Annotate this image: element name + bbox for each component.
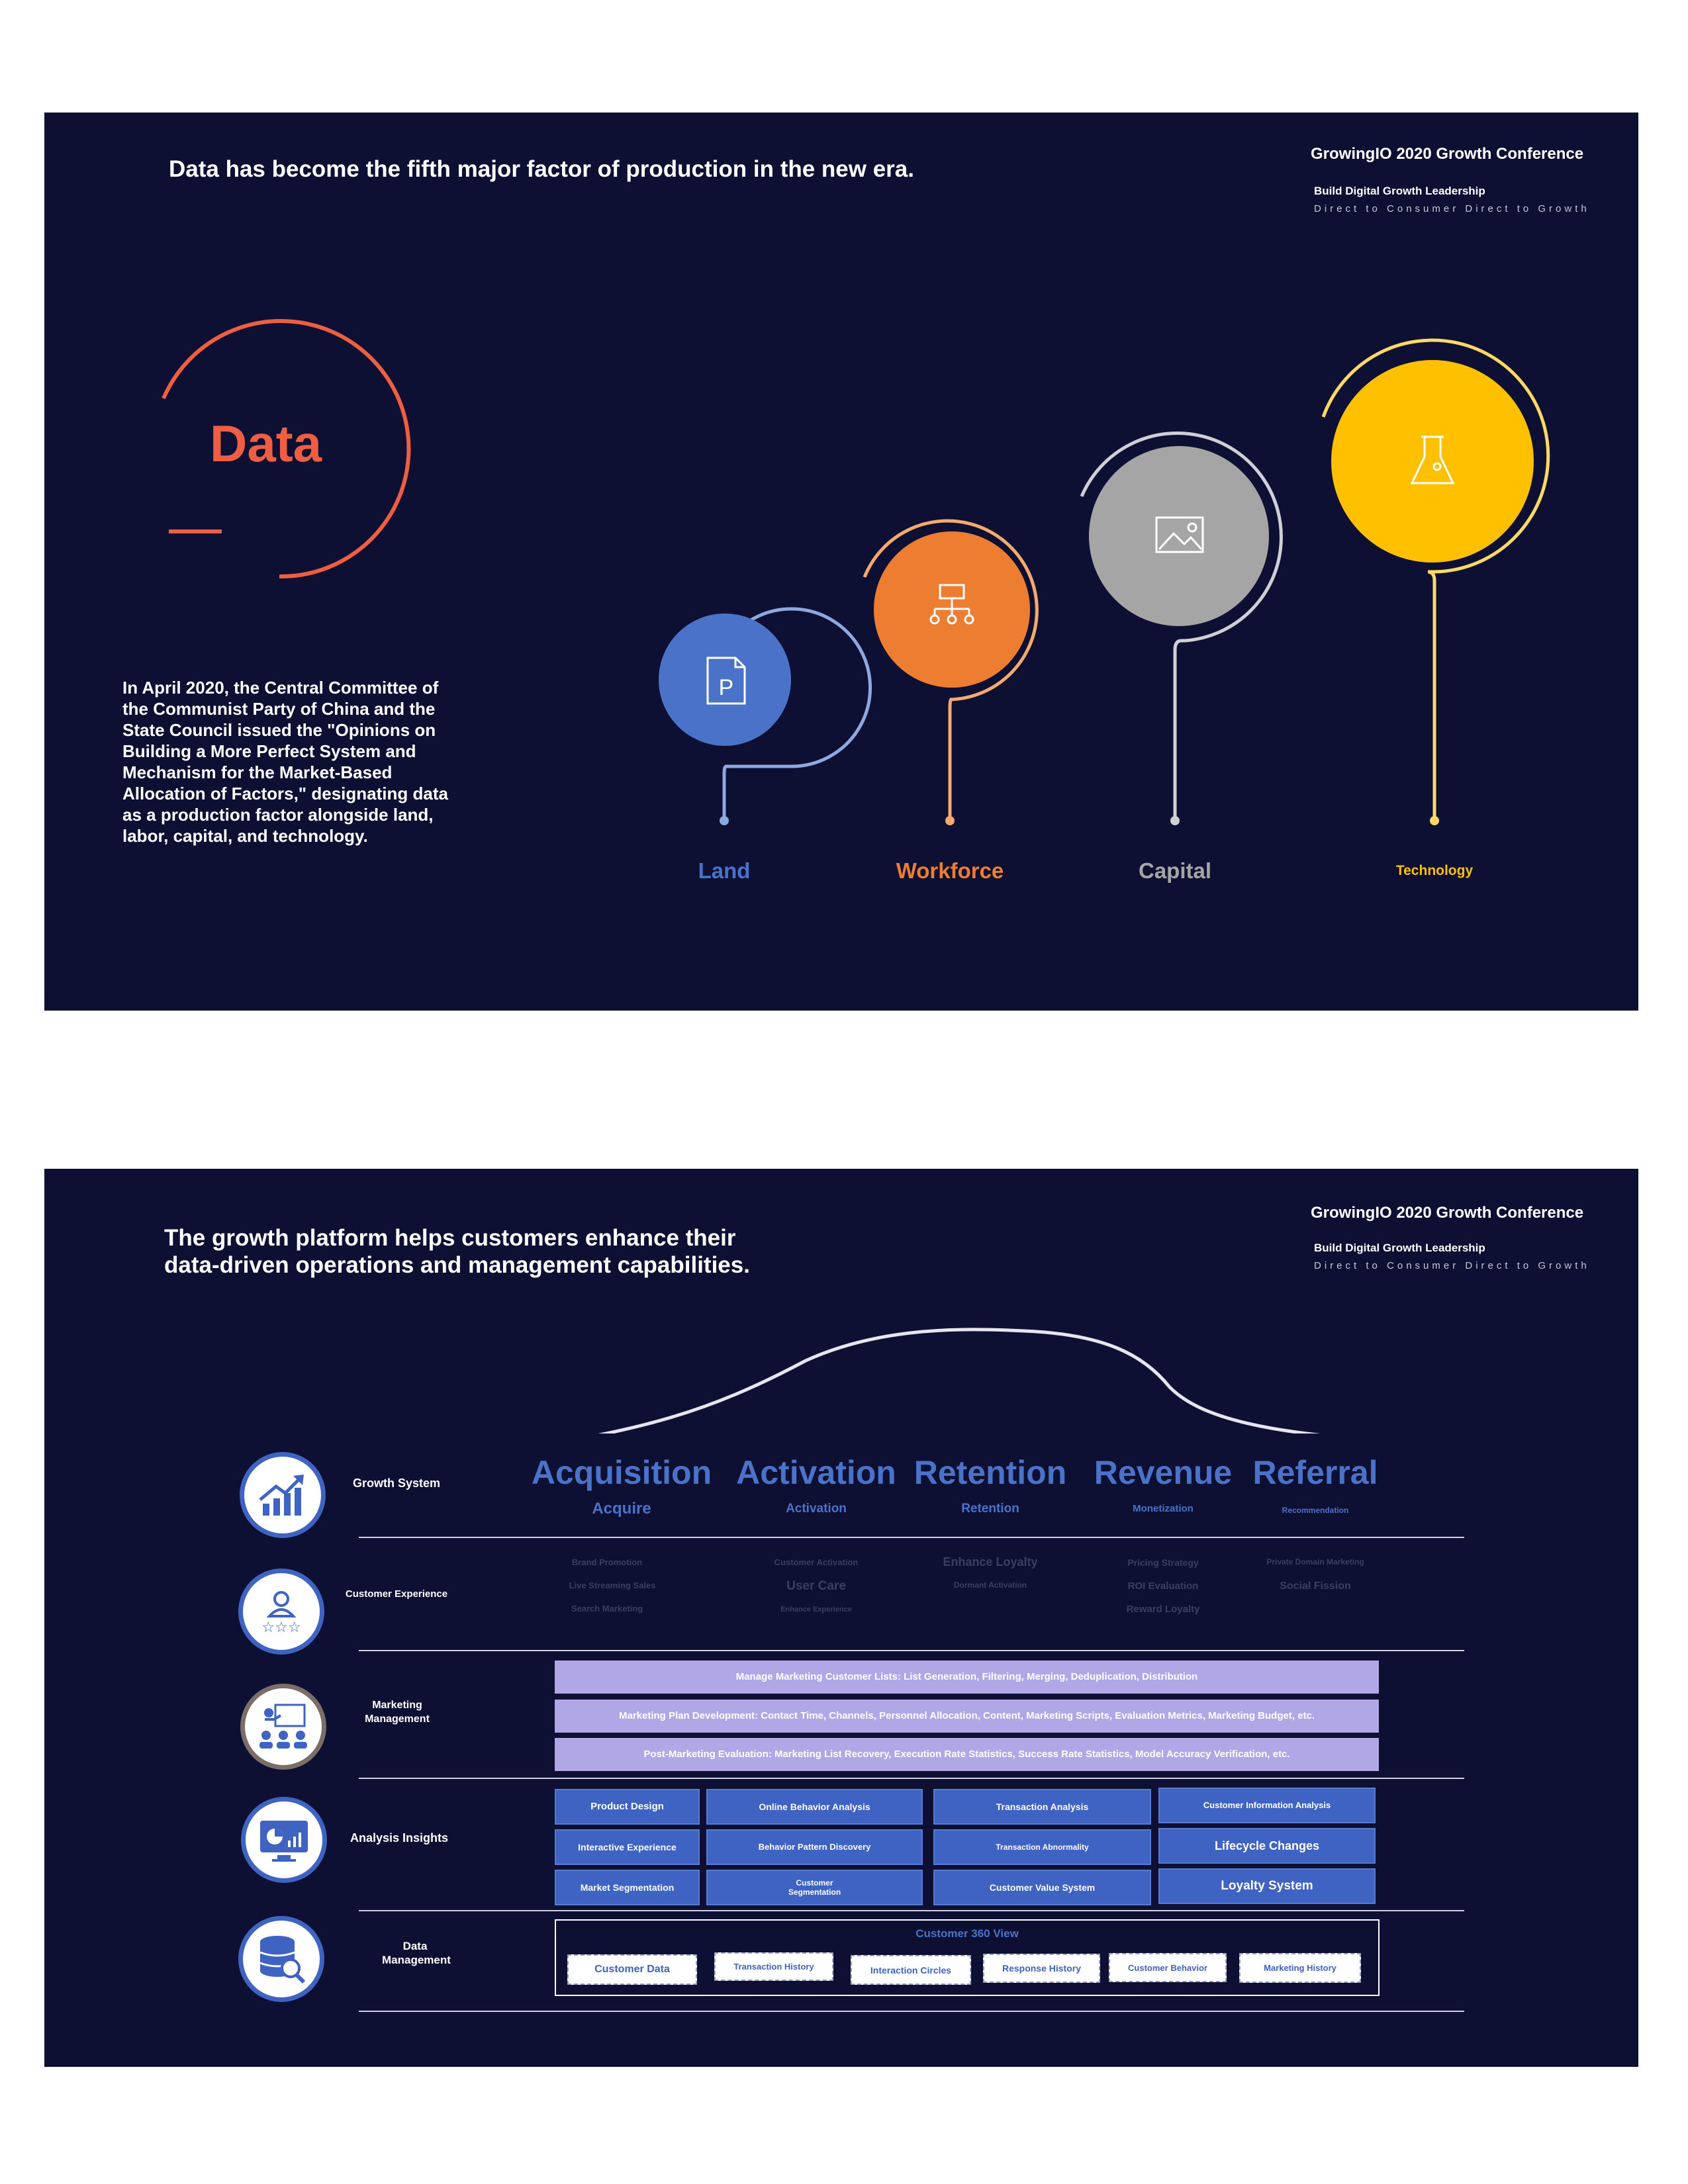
capital-circle <box>1089 446 1269 626</box>
experience-item: User Care <box>786 1579 846 1593</box>
presentation-icon <box>240 1684 326 1770</box>
experience-item: Pricing Strategy <box>1127 1557 1199 1568</box>
analysis-box: Transaction Analysis <box>933 1789 1151 1825</box>
slide-title-line1: The growth platform helps customers enha… <box>164 1225 736 1251</box>
data-arc <box>162 319 411 579</box>
svg-text:P: P <box>719 675 734 700</box>
analysis-box: Customer Segmentation <box>706 1870 923 1905</box>
stage-activation: Activation <box>736 1454 896 1491</box>
row-divider <box>359 1650 1464 1651</box>
data-item: Customer Behavior <box>1109 1953 1227 1982</box>
stage-activation-sub: Activation <box>786 1502 847 1516</box>
marketing-bar-evaluation: Post-Marketing Evaluation: Marketing Lis… <box>555 1738 1379 1771</box>
experience-item: ROI Evaluation <box>1127 1580 1199 1592</box>
experience-item: Search Marketing <box>571 1604 643 1614</box>
org-chart-icon <box>929 584 974 625</box>
customer-360-title: Customer 360 View <box>915 1927 1019 1940</box>
image-icon <box>1155 516 1204 553</box>
row-divider <box>359 1910 1464 1911</box>
factor-label-technology: Technology <box>1395 863 1474 878</box>
conference-tagline: Direct to Consumer Direct to Growth <box>1314 203 1590 214</box>
row-divider <box>359 1778 1464 1779</box>
marketing-bar-plan: Marketing Plan Development: Contact Time… <box>555 1700 1379 1733</box>
conference-tagline: Direct to Consumer Direct to Growth <box>1314 1260 1590 1271</box>
data-item: Customer Data <box>567 1954 697 1985</box>
stage-retention: Retention <box>914 1454 1067 1491</box>
slide-data-factor: Data has become the fifth major factor o… <box>44 113 1638 1011</box>
row-label-growth-system: Growth System <box>352 1477 441 1490</box>
analysis-box: Online Behavior Analysis <box>706 1789 923 1825</box>
data-item: Response History <box>983 1954 1100 1983</box>
capital-connector <box>1080 432 1283 821</box>
analysis-box: Interactive Experience <box>555 1829 700 1865</box>
stage-revenue-sub: Monetization <box>1133 1503 1194 1514</box>
row-label-data-management: Data Management <box>382 1940 451 1966</box>
row-divider <box>359 1537 1464 1538</box>
technology-connector <box>1321 338 1550 821</box>
land-circle <box>659 614 791 746</box>
growth-chart-icon <box>240 1452 326 1538</box>
data-item: Transaction History <box>714 1952 833 1981</box>
marketing-bar-lists: Manage Marketing Customer Lists: List Ge… <box>555 1661 1379 1694</box>
experience-item: Enhance Experience <box>780 1606 852 1614</box>
experience-item: Enhance Loyalty <box>943 1555 1038 1569</box>
land-connector <box>722 607 872 821</box>
stage-acquisition-sub: Acquire <box>592 1500 651 1518</box>
workforce-dot <box>945 816 955 825</box>
stage-acquisition: Acquisition <box>531 1454 712 1491</box>
row-label-analysis-insights: Analysis Insights <box>350 1831 449 1844</box>
factor-label-workforce: Workforce <box>896 858 1004 883</box>
conference-name: GrowingIO 2020 Growth Conference <box>1311 145 1584 163</box>
growth-curve <box>598 1328 1321 1433</box>
analysis-box: Lifecycle Changes <box>1158 1828 1376 1864</box>
stage-referral-sub: Recommendation <box>1282 1506 1349 1515</box>
dashboard-monitor-icon <box>241 1797 327 1883</box>
experience-item: Dormant Activation <box>953 1580 1027 1590</box>
row-divider <box>359 2011 1464 2012</box>
experience-item: Social Fission <box>1280 1580 1351 1592</box>
workforce-connector <box>863 519 1039 821</box>
factor-label-land: Land <box>698 858 751 883</box>
document-p-icon: P <box>706 657 746 705</box>
experience-item: Reward Loyalty <box>1126 1604 1200 1615</box>
experience-item: Live Streaming Sales <box>569 1580 656 1590</box>
data-underline <box>169 529 222 533</box>
technology-dot <box>1430 816 1439 825</box>
slide-title-line2: data-driven operations and management ca… <box>164 1252 750 1278</box>
analysis-box: Product Design <box>555 1789 700 1825</box>
analysis-box: Customer Value System <box>933 1870 1151 1905</box>
intro-paragraph: In April 2020, the Central Committee of … <box>122 678 448 846</box>
slide-growth-platform: The growth platform helps customers enha… <box>44 1169 1638 2067</box>
slide-title: Data has become the fifth major factor o… <box>169 156 914 182</box>
land-dot <box>720 816 729 825</box>
data-item: Interaction Circles <box>851 1955 971 1985</box>
factor-diagram: P <box>162 319 1550 825</box>
conference-subtitle: Build Digital Growth Leadership <box>1314 1242 1485 1254</box>
technology-circle <box>1331 360 1534 563</box>
conference-name: GrowingIO 2020 Growth Conference <box>1311 1204 1584 1222</box>
svg-text:☆☆☆: ☆☆☆ <box>261 1619 301 1635</box>
experience-item: Customer Activation <box>774 1557 859 1567</box>
row-label-marketing-management: Marketing Management <box>365 1700 430 1725</box>
experience-item: Brand Promotion <box>571 1557 643 1567</box>
analysis-box: Behavior Pattern Discovery <box>706 1829 923 1865</box>
conference-subtitle: Build Digital Growth Leadership <box>1314 185 1485 197</box>
stage-retention-sub: Retention <box>961 1502 1019 1516</box>
analysis-box: Transaction Abnormality <box>933 1829 1151 1865</box>
analysis-box: Market Segmentation <box>555 1870 700 1905</box>
capital-dot <box>1170 816 1180 825</box>
analysis-box: Customer Information Analysis <box>1158 1788 1376 1823</box>
user-rating-icon: ☆☆☆ <box>238 1569 324 1655</box>
customer-360-panel <box>555 1919 1380 1996</box>
factor-label-capital: Capital <box>1138 858 1212 883</box>
database-search-icon <box>238 1916 324 2002</box>
flask-icon <box>1410 435 1455 484</box>
analysis-box: Loyalty System <box>1158 1868 1376 1904</box>
data-item: Marketing History <box>1239 1953 1361 1983</box>
stage-referral: Referral <box>1252 1454 1378 1491</box>
experience-item: Private Domain Marketing <box>1266 1557 1364 1567</box>
data-heading: Data <box>210 414 322 473</box>
stage-revenue: Revenue <box>1094 1454 1233 1491</box>
row-label-customer-experience: Customer Experience <box>345 1588 448 1600</box>
